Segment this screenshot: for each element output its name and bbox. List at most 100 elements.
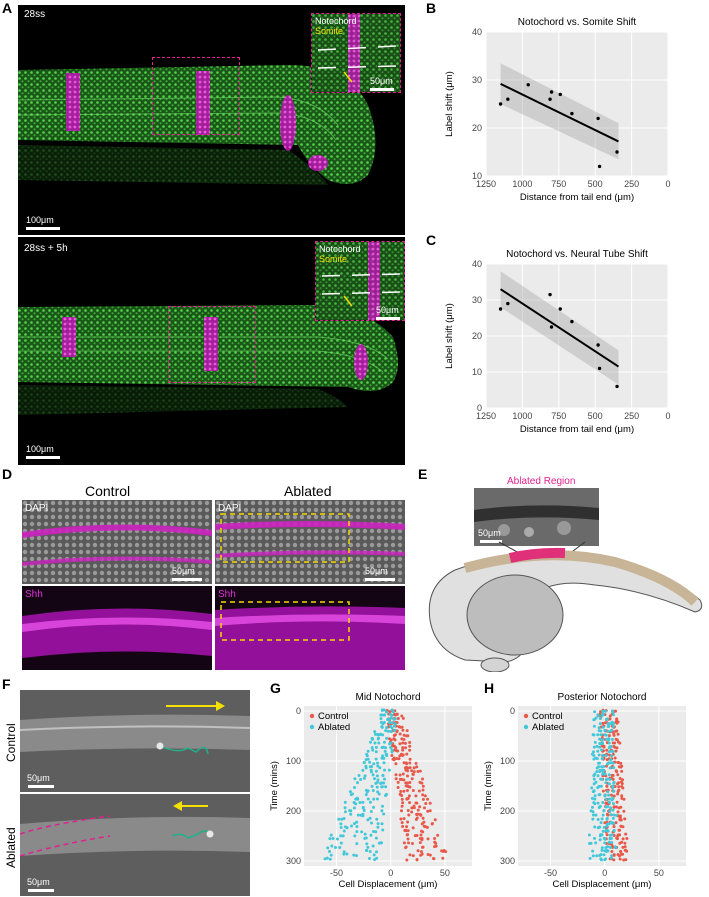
- data-point-control: [414, 801, 418, 805]
- data-point-control: [419, 833, 423, 837]
- panel-a-bottom-stage-label: 28ss + 5h: [24, 243, 68, 254]
- data-point-ablated: [366, 749, 370, 753]
- data-point-ablated: [612, 766, 616, 770]
- data-point: [570, 111, 574, 116]
- data-point-ablated: [361, 800, 365, 804]
- data-point-control: [613, 741, 617, 745]
- data-point-ablated: [610, 754, 614, 758]
- data-point-ablated: [384, 794, 388, 798]
- x-tick-label: -50: [544, 868, 557, 878]
- data-point-ablated: [389, 724, 393, 728]
- data-point-ablated: [611, 802, 615, 806]
- data-point-ablated: [380, 725, 384, 729]
- data-point-control: [619, 805, 623, 809]
- data-point-control: [398, 754, 402, 758]
- data-point-control: [408, 748, 412, 752]
- y-tick-label: 10: [472, 171, 482, 181]
- data-point-ablated: [609, 806, 613, 810]
- data-point-ablated: [364, 764, 368, 768]
- data-point-control: [615, 717, 619, 721]
- data-point-ablated: [592, 777, 596, 781]
- panel-d-control-shh-label: Shh: [25, 589, 43, 600]
- data-point-ablated: [352, 806, 356, 810]
- data-point-control: [609, 793, 613, 797]
- data-point-ablated: [611, 816, 615, 820]
- panel-d-ablated-scale-label: 50μm: [365, 566, 388, 576]
- data-point: [597, 366, 602, 371]
- data-point-control: [416, 769, 420, 773]
- data-point-ablated: [599, 784, 603, 788]
- data-point-ablated: [374, 757, 378, 761]
- data-point-control: [606, 813, 610, 817]
- data-point-ablated: [593, 710, 597, 714]
- data-point-control: [404, 761, 408, 765]
- data-point-ablated: [348, 790, 352, 794]
- data-point-ablated: [370, 784, 374, 788]
- data-point-control: [612, 745, 616, 749]
- x-tick-label: 1250: [476, 179, 496, 189]
- data-point-ablated: [592, 754, 596, 758]
- data-point-ablated: [596, 749, 600, 753]
- data-point-ablated: [328, 849, 332, 853]
- data-point-ablated: [390, 750, 394, 754]
- data-point-ablated: [597, 761, 601, 765]
- data-point-ablated: [381, 773, 385, 777]
- data-point-control: [614, 769, 618, 773]
- data-point-control: [399, 789, 403, 793]
- data-point-control: [398, 773, 402, 777]
- data-point-control: [602, 744, 606, 748]
- data-point-ablated: [376, 761, 380, 765]
- data-point-ablated: [601, 829, 605, 833]
- data-point-control: [618, 816, 622, 820]
- data-point-ablated: [371, 748, 375, 752]
- data-point-ablated: [372, 830, 376, 834]
- data-point-ablated: [601, 801, 605, 805]
- data-point-control: [405, 825, 409, 829]
- inset-label-notochord-2: Notochord: [319, 244, 361, 254]
- data-point-ablated: [383, 713, 387, 717]
- data-point-ablated: [374, 745, 378, 749]
- data-point-ablated: [380, 746, 384, 750]
- data-point-ablated: [384, 729, 388, 733]
- data-point-ablated: [369, 770, 373, 774]
- data-point-ablated: [601, 713, 605, 717]
- data-point-control: [400, 737, 404, 741]
- x-axis-label: Distance from tail end (μm): [520, 192, 634, 203]
- data-point-ablated: [591, 849, 595, 853]
- data-point-control: [399, 817, 403, 821]
- panel-e-ablated-region-label: Ablated Region: [507, 476, 576, 487]
- data-point-control: [619, 761, 623, 765]
- data-point-ablated: [358, 801, 362, 805]
- x-tick-label: 750: [551, 179, 566, 189]
- data-point-ablated: [384, 746, 388, 750]
- x-tick-label: 500: [588, 179, 603, 189]
- inset-detail-top: [312, 14, 400, 92]
- data-point-control: [399, 809, 403, 813]
- data-point-control: [404, 746, 408, 750]
- y-tick-label: 0: [510, 706, 515, 716]
- data-point: [596, 116, 600, 121]
- panel-a-bottom-inset: Notochord Somite 50μm: [315, 241, 405, 321]
- data-point-ablated: [613, 845, 617, 849]
- data-point: [596, 343, 600, 347]
- data-point-ablated: [600, 777, 604, 781]
- data-point-ablated: [608, 845, 612, 849]
- data-point-ablated: [610, 854, 614, 858]
- panel-d-ablated-dapi: DAPI 50μm: [215, 500, 405, 584]
- data-point-control: [405, 781, 409, 785]
- data-point-ablated: [362, 776, 366, 780]
- data-point-ablated: [610, 798, 614, 802]
- panel-d-ablated-heading: Ablated: [284, 483, 332, 499]
- data-point-ablated: [382, 740, 386, 744]
- data-point-control: [612, 732, 616, 736]
- data-point-ablated: [594, 841, 598, 845]
- data-point-control: [415, 765, 419, 769]
- data-point-control: [605, 784, 609, 788]
- data-point-control: [601, 789, 605, 793]
- data-point-ablated: [377, 741, 381, 745]
- data-point-ablated: [598, 838, 602, 842]
- data-point-ablated: [609, 729, 613, 733]
- data-point-ablated: [610, 749, 614, 753]
- plot-background: [486, 32, 668, 176]
- data-point-ablated: [384, 785, 388, 789]
